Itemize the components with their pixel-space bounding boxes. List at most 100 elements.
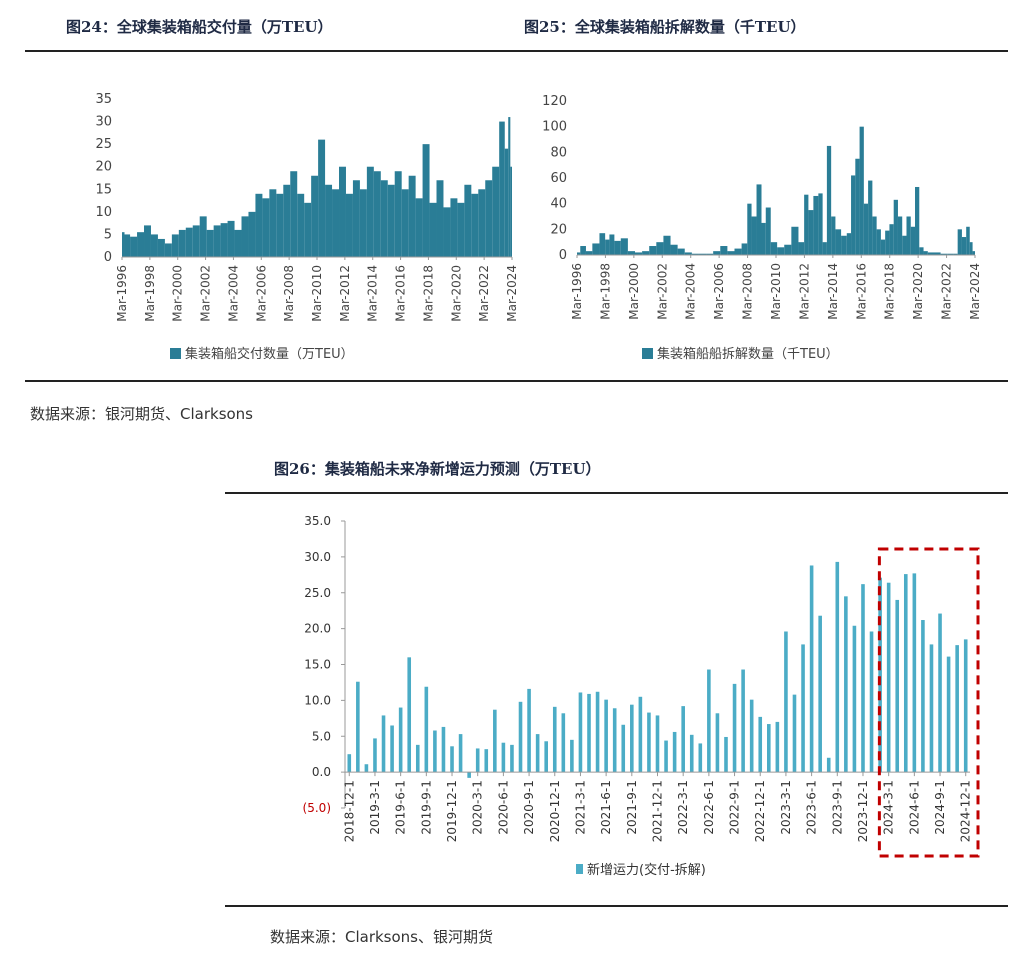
data-bar: [508, 117, 511, 257]
data-bar: [276, 193, 284, 257]
data-bar: [672, 731, 677, 773]
chart3-title: 图26：集装箱船未来净新增运力预测（万TEU）: [274, 460, 601, 478]
data-bar: [961, 237, 967, 255]
x-tick-label: Mar-2016: [854, 263, 868, 320]
x-tick-label: Mar-1996: [115, 265, 129, 322]
data-bar: [248, 211, 256, 257]
y-tick-label: 20: [550, 222, 567, 237]
x-tick-label: 2019-9-1: [419, 780, 433, 834]
x-tick-label: 2022-6-1: [702, 780, 716, 834]
x-tick-label: 2024-12-1: [959, 780, 973, 842]
data-bar: [831, 216, 836, 255]
data-bar: [919, 247, 924, 255]
data-bar: [670, 244, 678, 255]
y-tick-label: 20: [95, 160, 112, 175]
data-bar: [698, 253, 707, 255]
data-bar: [401, 189, 409, 257]
data-bar: [518, 701, 523, 773]
data-bar: [552, 706, 557, 773]
data-bar: [664, 740, 668, 773]
x-tick-label: Mar-2018: [883, 263, 897, 320]
data-bar: [876, 229, 881, 255]
data-bar: [535, 734, 540, 773]
data-bar: [192, 225, 200, 257]
data-bar: [861, 584, 865, 773]
data-bar: [910, 226, 916, 255]
data-bar: [885, 230, 890, 255]
data-bar: [199, 216, 207, 257]
data-bar: [808, 210, 814, 255]
data-bar: [441, 726, 446, 773]
data-bar: [408, 175, 416, 257]
data-bar: [698, 743, 703, 773]
data-bar: [137, 232, 145, 257]
y-tick-label: 35.0: [304, 514, 331, 528]
data-bar: [450, 198, 458, 257]
data-bar: [798, 242, 805, 255]
data-bar: [933, 252, 941, 255]
data-bar: [332, 189, 340, 257]
y-tick-label: 35: [95, 92, 112, 107]
legend-label: 集装箱船船拆解数量（千TEU）: [657, 346, 839, 362]
data-bar: [620, 238, 628, 255]
data-bar: [262, 198, 270, 257]
data-bar: [464, 184, 472, 257]
data-bar: [642, 251, 650, 255]
data-bar: [889, 224, 894, 255]
data-bar: [929, 644, 934, 773]
data-bar: [570, 739, 574, 773]
x-tick-label: 2019-6-1: [394, 780, 408, 834]
x-tick-label: Mar-2008: [282, 265, 296, 322]
data-bar: [897, 216, 903, 255]
x-tick-label: Mar-2014: [826, 263, 840, 320]
data-bar: [577, 252, 581, 255]
data-bar: [493, 709, 497, 773]
data-bar: [902, 235, 907, 255]
x-tick-label: Mar-1998: [598, 263, 612, 320]
data-bar: [144, 225, 151, 257]
x-tick-label: 2024-9-1: [933, 780, 947, 834]
data-bar: [923, 251, 928, 255]
chart2-title: 图25：全球集装箱船拆解数量（千TEU）: [524, 18, 806, 36]
data-bar: [656, 242, 664, 255]
data-bar: [510, 744, 514, 773]
data-bar: [758, 716, 763, 773]
data-bar: [478, 189, 486, 257]
data-bar: [390, 725, 394, 773]
data-bar: [485, 180, 493, 257]
x-tick-label: Mar-1998: [143, 265, 157, 322]
y-tick-label: 0.0: [312, 765, 331, 779]
data-bar: [955, 645, 959, 773]
data-bar: [724, 736, 728, 773]
legend-label: 集装箱船交付数量（万TEU）: [185, 346, 354, 362]
y-tick-label: 80: [550, 145, 567, 160]
data-bar: [634, 252, 643, 255]
legend-swatch: [576, 864, 583, 874]
data-bar: [715, 713, 720, 773]
x-tick-label: Mar-2012: [338, 265, 352, 322]
data-bar: [841, 235, 847, 255]
y-tick-label: 120: [542, 94, 567, 109]
x-tick-label: 2020-12-1: [548, 780, 562, 842]
top-rule: [25, 50, 1008, 52]
legend-swatch: [642, 348, 653, 359]
data-bar: [647, 712, 651, 773]
data-bar: [969, 242, 973, 255]
data-bar: [352, 180, 360, 257]
x-tick-label: 2019-3-1: [368, 780, 382, 834]
y-tick-label: (5.0): [303, 801, 331, 815]
data-bar: [880, 239, 886, 255]
data-bar: [164, 243, 172, 257]
data-bar: [751, 216, 757, 255]
x-tick-label: Mar-2002: [199, 265, 213, 322]
data-bar: [394, 171, 402, 257]
data-bar: [784, 631, 788, 773]
x-tick-label: Mar-2000: [171, 265, 185, 322]
x-tick-label: Mar-1996: [570, 263, 584, 320]
data-bar: [720, 246, 728, 255]
data-bar: [241, 216, 249, 257]
data-bar: [826, 145, 832, 255]
x-tick-label: Mar-2016: [394, 265, 408, 322]
data-bar: [689, 734, 694, 773]
legend-swatch: [170, 348, 181, 359]
